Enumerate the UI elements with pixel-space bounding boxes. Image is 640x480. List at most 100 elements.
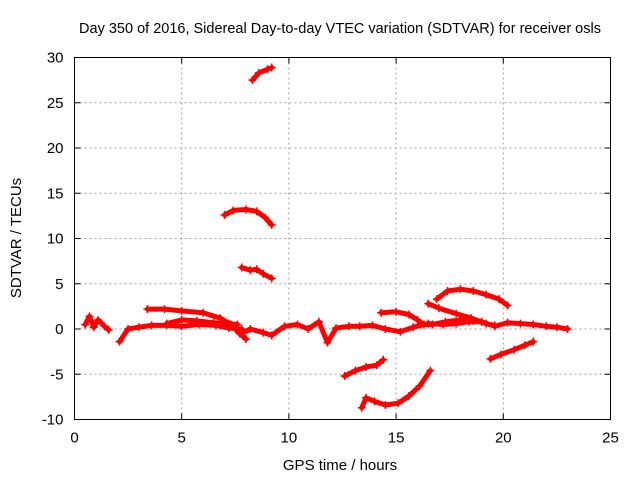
data-point (237, 263, 246, 272)
data-point (81, 320, 90, 329)
series-arc-1 (81, 312, 113, 334)
data-point (293, 320, 302, 329)
y-tick-label: 25 (47, 95, 64, 112)
series-arc-6 (377, 307, 478, 329)
y-tick-label: 20 (47, 140, 64, 157)
data-point (426, 366, 435, 375)
data-point (259, 328, 268, 337)
tick-labels: 0 5 10 15 20 25 -10 -5 0 5 10 15 20 25 30 (42, 50, 619, 447)
chart-title: Day 350 of 2016, Sidereal Day-to-day VTE… (79, 21, 601, 37)
data-point (304, 325, 313, 333)
data-point (252, 265, 261, 274)
data-point (89, 323, 98, 332)
data-point (100, 322, 109, 331)
x-tick-label: 0 (70, 430, 78, 447)
data-point (340, 372, 349, 381)
data-point (490, 321, 499, 330)
data-point (199, 308, 208, 317)
data-point (85, 312, 94, 321)
data-point (379, 355, 388, 364)
data-point (381, 401, 390, 410)
data-point (224, 319, 233, 328)
data-point (441, 317, 450, 326)
series-arc-14 (486, 337, 538, 363)
data-point (394, 399, 403, 408)
x-tick-label: 10 (281, 430, 298, 447)
data-point (355, 322, 364, 331)
data-point (280, 322, 289, 331)
data-point (252, 207, 261, 216)
data-point (486, 354, 495, 363)
data-point (267, 331, 276, 340)
data-point (362, 363, 371, 372)
data-point (143, 305, 152, 314)
series-arc-5 (237, 317, 572, 347)
data-point (160, 305, 169, 314)
data-point (370, 397, 379, 406)
data-point (357, 403, 366, 412)
data-point (115, 337, 124, 346)
y-tick-label: 10 (47, 231, 64, 248)
data-point (404, 391, 413, 400)
data-point (192, 316, 201, 325)
data-point (529, 320, 538, 329)
data-point (415, 382, 424, 391)
series-arc-13 (357, 366, 435, 412)
y-tick-label: 5 (55, 276, 63, 293)
data-point (233, 320, 242, 329)
data-point (314, 317, 323, 326)
data-point (242, 334, 251, 343)
data-point (456, 285, 465, 294)
data-point (381, 325, 390, 333)
data-point (254, 68, 263, 77)
data-point (563, 325, 572, 333)
data-point (229, 206, 238, 215)
data-point (432, 295, 441, 304)
data-point (424, 299, 433, 308)
data-series (81, 63, 572, 412)
data-point (267, 63, 276, 72)
series-arc-9 (220, 205, 276, 229)
data-point (209, 318, 218, 327)
data-point (503, 301, 512, 310)
data-point (428, 320, 437, 329)
data-point (529, 337, 538, 346)
data-point (552, 323, 561, 332)
data-point (520, 341, 529, 350)
data-point (147, 321, 156, 330)
data-point (267, 220, 276, 229)
data-point (469, 286, 478, 295)
data-point (368, 321, 377, 330)
data-point (482, 290, 491, 299)
data-point (516, 319, 525, 328)
series-arc-10 (237, 263, 276, 283)
data-point (396, 327, 405, 336)
data-point (503, 318, 512, 327)
data-point (362, 393, 371, 402)
data-point (434, 304, 443, 313)
data-point (124, 325, 133, 333)
data-point (248, 76, 257, 85)
data-point (263, 65, 272, 74)
grid-lines (74, 57, 611, 420)
data-point (246, 325, 255, 333)
plot-frame (74, 57, 611, 420)
data-point (413, 315, 422, 324)
data-point (409, 323, 418, 332)
y-tick-label: -5 (50, 366, 63, 383)
data-point (542, 322, 551, 331)
y-tick-label: 15 (47, 185, 64, 202)
data-point (452, 309, 461, 318)
data-point (94, 315, 103, 324)
series-arc-11 (248, 63, 276, 85)
series-arc-12 (340, 355, 388, 381)
y-tick-label: -10 (42, 412, 64, 429)
series-line (117, 322, 245, 345)
data-point (351, 366, 360, 375)
data-point (467, 314, 476, 323)
data-point (259, 269, 268, 278)
data-point (267, 274, 276, 283)
data-point (261, 213, 270, 222)
series-arc-7 (424, 299, 499, 330)
